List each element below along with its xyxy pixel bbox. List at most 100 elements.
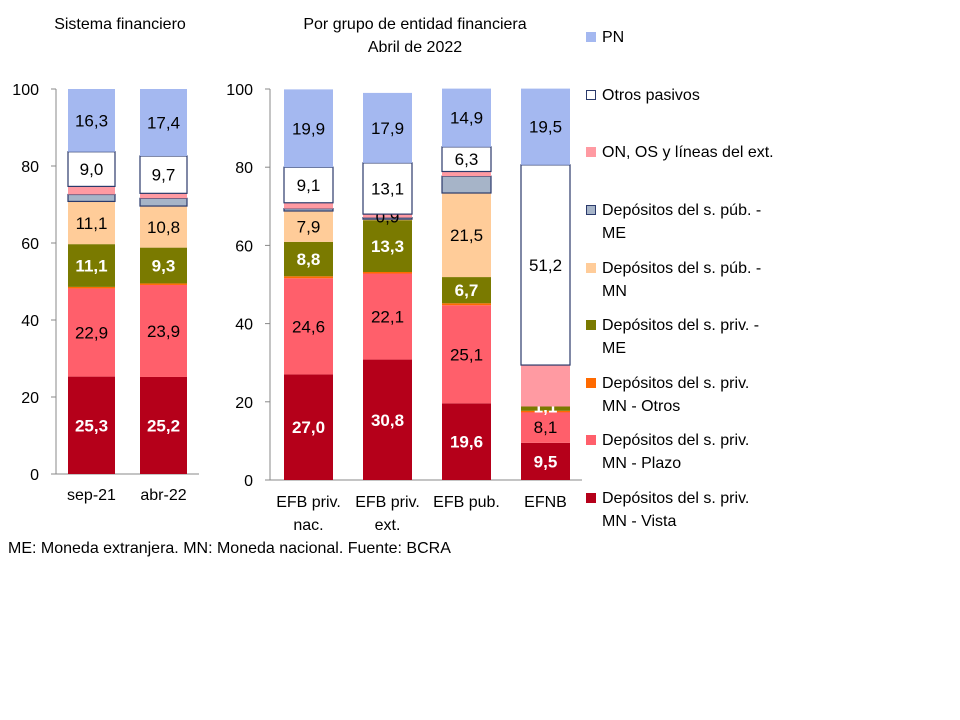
y-tick-label: 40 [21,313,39,330]
right-chart-subtitle: Abril de 2022 [367,39,463,56]
data-label: 8,8 [297,250,321,269]
x-tick-label: EFB pub. [433,494,500,511]
data-label: 30,8 [371,411,404,430]
bar-segment [68,376,115,474]
bar-segment [521,442,570,480]
bar-segment [67,193,116,203]
data-label: 19,5 [529,118,562,137]
data-label: 11,1 [75,257,107,276]
legend-label: Depósitos del s. púb. - [602,260,762,277]
bar-segment [140,247,187,284]
bar-segment [68,244,115,287]
bar-segment [283,166,334,204]
bar-segment [284,278,333,375]
data-label: 7,9 [297,217,321,236]
data-label: 9,5 [534,452,558,471]
data-label: 22,1 [371,307,404,326]
bar-segment [68,286,115,289]
legend-label: Depósitos del s. priv. [602,375,750,392]
y-tick-label: 100 [226,82,253,99]
bar-segment [363,219,412,272]
legend-label-2: MN - Vista [602,513,677,530]
bar-segment [362,162,413,215]
bar-segment [140,193,187,199]
x-tick-label: EFB priv. [355,494,420,511]
y-tick-label: 0 [30,467,39,484]
bar-segment [441,175,492,194]
bar-segment [363,271,412,274]
data-label: 6,7 [455,281,479,300]
bar-segment [521,411,570,443]
bar-segment [363,273,412,360]
bar-segment [139,197,188,207]
legend-label-2: ME [602,340,626,357]
bar-segment [68,201,115,245]
data-label: 27,0 [292,418,325,437]
right-chart-title: Por grupo de entidad financiera [303,16,527,33]
bar-segment [521,88,570,165]
data-label: 25,2 [147,416,180,435]
x-tick-label: ext. [375,517,401,534]
legend-label-2: ME [602,225,626,242]
bar-segment [521,410,570,413]
y-tick-label: 100 [12,82,39,99]
legend-swatch [586,320,596,330]
data-label: 9,1 [297,176,321,195]
data-label: 21,5 [450,226,483,245]
data-label: 25,1 [450,345,483,364]
legend-swatch [586,205,596,215]
legend-swatch [586,435,596,445]
bar-segment [442,277,491,304]
legend-label: Depósitos del s. priv. [602,432,750,449]
bar-segment [140,206,187,248]
legend-swatch [586,263,596,273]
bar-segment [283,208,334,212]
bar-segment [140,376,187,474]
data-label: 13,3 [371,237,404,256]
bar-segment [521,365,570,407]
data-label: 13,1 [371,180,404,199]
bar-segment [442,303,491,306]
data-label: 11,1 [76,214,108,233]
y-tick-label: 60 [235,238,253,255]
bar-segment [442,171,491,177]
data-label: 23,9 [147,322,180,341]
data-label: 9,0 [80,160,104,179]
footnote: ME: Moneda extranjera. MN: Moneda nacion… [8,540,451,557]
bar-segment [68,288,115,377]
y-tick-label: 40 [235,317,253,334]
bar-segment [363,92,412,163]
y-tick-label: 80 [21,159,39,176]
legend-label: Depósitos del s. priv. [602,490,750,507]
bar-segment [140,284,187,377]
bar-segment [140,283,187,285]
bar-segment [442,88,491,147]
bar-segment [68,186,115,195]
y-tick-label: 20 [235,395,253,412]
bar-segment [284,89,333,168]
bar-segment [284,241,333,277]
left-chart-title: Sistema financiero [54,16,186,33]
bar-segment [442,193,491,278]
bar-segment [284,202,333,209]
x-tick-label: nac. [293,517,323,534]
data-label: 22,9 [75,324,108,343]
data-label: 10,8 [147,218,180,237]
data-label: 51,2 [529,256,562,275]
legend-swatch [586,90,596,100]
legend-label-2: MN - Otros [602,398,681,415]
data-label: 24,6 [292,317,325,336]
bar-segment [442,403,491,480]
data-label: 6,3 [455,150,479,169]
data-label: 19,9 [292,119,325,138]
legend-swatch [586,32,596,42]
data-label: 25,3 [75,416,108,435]
data-label: 17,9 [371,119,404,138]
y-tick-label: 80 [235,160,253,177]
legend-swatch [586,493,596,503]
data-label: 19,6 [450,433,483,452]
legend-label: PN [602,29,625,46]
y-tick-label: 60 [21,236,39,253]
bar-segment [362,217,413,220]
